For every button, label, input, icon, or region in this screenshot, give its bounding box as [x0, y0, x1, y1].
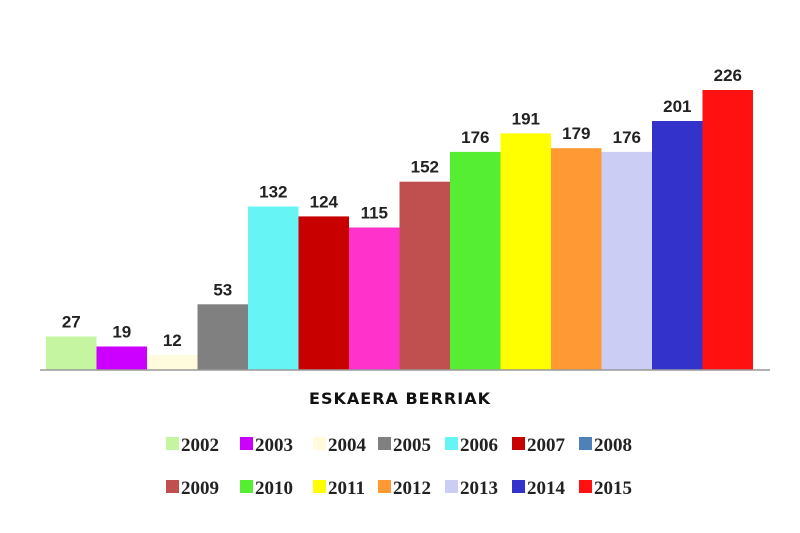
legend-item-2014: 2014 — [512, 478, 566, 499]
bar-9 — [500, 133, 551, 370]
legend-label-2009: 2009 — [181, 478, 219, 499]
legend-label-2004: 2004 — [328, 435, 367, 456]
legend-item-2004: 2004 — [313, 435, 367, 456]
bar-value-label-2: 12 — [163, 331, 182, 350]
bar-value-label-11: 176 — [613, 128, 641, 147]
legend-label-2005: 2005 — [393, 435, 431, 456]
bar-7 — [399, 181, 450, 370]
bar-10 — [551, 148, 602, 370]
bar-value-label-7: 152 — [411, 158, 439, 177]
bar-3 — [197, 304, 248, 370]
bar-value-label-10: 179 — [562, 124, 590, 143]
legend-item-2015: 2015 — [579, 478, 632, 499]
legend-item-2010: 2010 — [240, 478, 293, 499]
legend-item-2011: 2011 — [313, 478, 365, 499]
legend-label-2013: 2013 — [460, 478, 498, 499]
bar-1 — [96, 346, 147, 370]
legend-item-2002: 2002 — [166, 435, 219, 456]
legend-label-2003: 2003 — [255, 435, 293, 456]
bars — [46, 90, 753, 370]
legend-swatch-2007 — [512, 437, 525, 450]
bar-value-label-1: 19 — [112, 323, 131, 342]
legend-swatch-2002 — [166, 437, 179, 450]
bar-11 — [601, 151, 652, 370]
legend-swatch-2014 — [512, 480, 525, 493]
legend-item-2003: 2003 — [240, 435, 293, 456]
legend-label-2006: 2006 — [460, 435, 498, 456]
bar-value-label-0: 27 — [62, 313, 81, 332]
x-axis-label: ESKAERA BERRIAK — [309, 389, 491, 408]
bar-4 — [248, 206, 299, 370]
legend-label-2014: 2014 — [527, 478, 566, 499]
bar-6 — [349, 227, 400, 370]
bar-2 — [147, 355, 198, 370]
legend-swatch-2008 — [579, 437, 592, 450]
bar-value-label-8: 176 — [461, 128, 489, 147]
bar-value-label-6: 115 — [361, 204, 388, 223]
legend-label-2010: 2010 — [255, 478, 293, 499]
legend-swatch-2015 — [579, 480, 592, 493]
bar-value-label-13: 226 — [714, 66, 742, 85]
legend-item-2013: 2013 — [445, 478, 498, 499]
legend-swatch-2010 — [240, 480, 253, 493]
bar-13 — [702, 90, 753, 370]
legend-item-2005: 2005 — [378, 435, 431, 456]
legend-swatch-2013 — [445, 480, 458, 493]
bar-value-label-5: 124 — [310, 192, 339, 211]
legend-swatch-2009 — [166, 480, 179, 493]
legend-swatch-2005 — [378, 437, 391, 450]
legend-swatch-2004 — [313, 437, 326, 450]
legend-label-2012: 2012 — [393, 478, 431, 499]
legend-item-2007: 2007 — [512, 435, 566, 456]
legend-item-2009: 2009 — [166, 478, 219, 499]
bar-value-label-3: 53 — [213, 280, 232, 299]
legend-item-2006: 2006 — [445, 435, 498, 456]
bar-value-label-9: 191 — [512, 109, 540, 128]
bar-0 — [46, 336, 97, 370]
legend-swatch-2003 — [240, 437, 253, 450]
legend-swatch-2011 — [313, 480, 326, 493]
legend-item-2008: 2008 — [579, 435, 632, 456]
value-labels: 27 19 12 53 132 124 115 152 176 191 179 176 201 226 — [62, 66, 742, 350]
bar-12 — [652, 121, 703, 370]
bar-5 — [298, 216, 349, 370]
legend-swatch-2012 — [378, 480, 391, 493]
bar-value-label-12: 201 — [663, 97, 691, 116]
legend-label-2015: 2015 — [594, 478, 632, 499]
bar-8 — [450, 151, 501, 370]
bar-value-label-4: 132 — [259, 183, 287, 202]
legend: 2002 2003 2004 2005 2006 2007 2008 2009 2010 2011… — [166, 435, 632, 499]
legend-label-2002: 2002 — [181, 435, 219, 456]
legend-label-2007: 2007 — [527, 435, 566, 456]
legend-swatch-2006 — [445, 437, 458, 450]
legend-label-2008: 2008 — [594, 435, 632, 456]
legend-label-2011: 2011 — [328, 478, 365, 499]
legend-item-2012: 2012 — [378, 478, 431, 499]
